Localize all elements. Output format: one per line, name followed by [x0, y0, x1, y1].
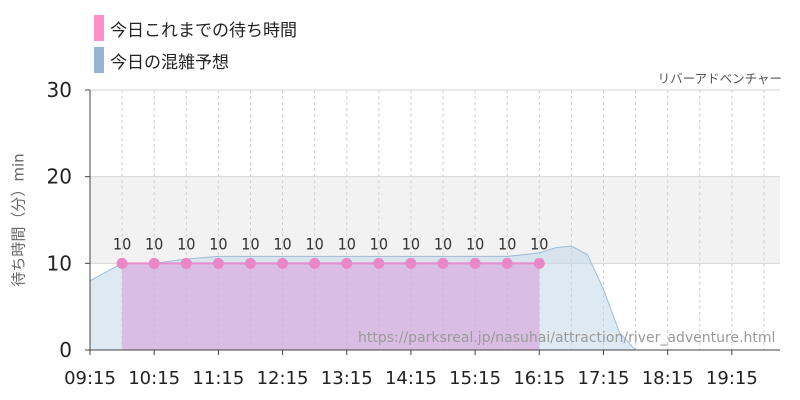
data-label: 10	[434, 234, 452, 253]
x-tick-label: 12:15	[257, 368, 309, 389]
x-tick-label: 16:15	[513, 368, 565, 389]
data-label: 10	[145, 234, 163, 253]
data-point	[533, 257, 545, 269]
data-labels: 10 10 10 10 10 10 10 10 10 10 10 10 10 10	[113, 234, 549, 253]
data-label: 10	[338, 234, 356, 253]
attraction-name: リバーアドベンチャー	[657, 71, 782, 86]
data-point	[244, 257, 256, 269]
x-tick-label: 09:15	[64, 368, 116, 389]
data-label: 10	[209, 234, 227, 253]
data-label: 10	[402, 234, 420, 253]
data-label: 10	[273, 234, 291, 253]
y-tick-label: 10	[47, 251, 72, 275]
legend-label-forecast: 今日の混雑予想	[110, 52, 229, 73]
data-label: 10	[530, 234, 548, 253]
data-label: 10	[466, 234, 484, 253]
y-tick-label: 0	[59, 338, 72, 362]
legend-swatch-actual	[94, 15, 104, 41]
data-point	[373, 257, 385, 269]
data-point	[405, 257, 417, 269]
legend-item-forecast: 今日の混雑予想	[94, 46, 229, 74]
x-tick-label: 18:15	[642, 368, 694, 389]
data-label: 10	[498, 234, 516, 253]
x-tick-label: 19:15	[706, 368, 758, 389]
actual-area	[122, 263, 540, 350]
x-tick-label: 10:15	[128, 368, 180, 389]
data-point	[469, 257, 481, 269]
x-tick-label: 14:15	[385, 368, 437, 389]
actual-points	[116, 257, 545, 269]
x-tick-label: 15:15	[449, 368, 501, 389]
source-url: https://parksreal.jp/nasuhai/attraction/…	[358, 330, 776, 346]
data-point	[437, 257, 449, 269]
x-tick-label: 13:15	[321, 368, 373, 389]
legend-label-actual: 今日これまでの待ち時間	[110, 20, 297, 41]
data-point	[501, 257, 513, 269]
legend-swatch-forecast	[94, 47, 104, 73]
y-tick-label: 20	[47, 165, 72, 189]
chart-band-10-20	[90, 176, 780, 264]
tick-labels: 0 10 20 30 09:15 10:15 11:15 12:15 13:15 14:15 15:…	[47, 78, 758, 389]
band-rect	[90, 176, 780, 264]
data-point	[341, 257, 353, 269]
data-point	[212, 257, 224, 269]
data-label: 10	[305, 234, 323, 253]
data-point	[116, 257, 128, 269]
data-label: 10	[241, 234, 259, 253]
data-point	[148, 257, 160, 269]
legend-item-actual: 今日これまでの待ち時間	[94, 14, 297, 42]
data-label: 10	[370, 234, 388, 253]
data-label: 10	[113, 234, 131, 253]
data-point	[180, 257, 192, 269]
y-axis-label: 待ち時間（分）min	[9, 153, 28, 287]
x-tick-label: 17:15	[578, 368, 630, 389]
data-label: 10	[177, 234, 195, 253]
x-tick-label: 11:15	[192, 368, 244, 389]
data-point	[277, 257, 289, 269]
data-point	[309, 257, 321, 269]
chart-axes	[89, 90, 780, 351]
y-tick-label: 30	[47, 78, 72, 102]
